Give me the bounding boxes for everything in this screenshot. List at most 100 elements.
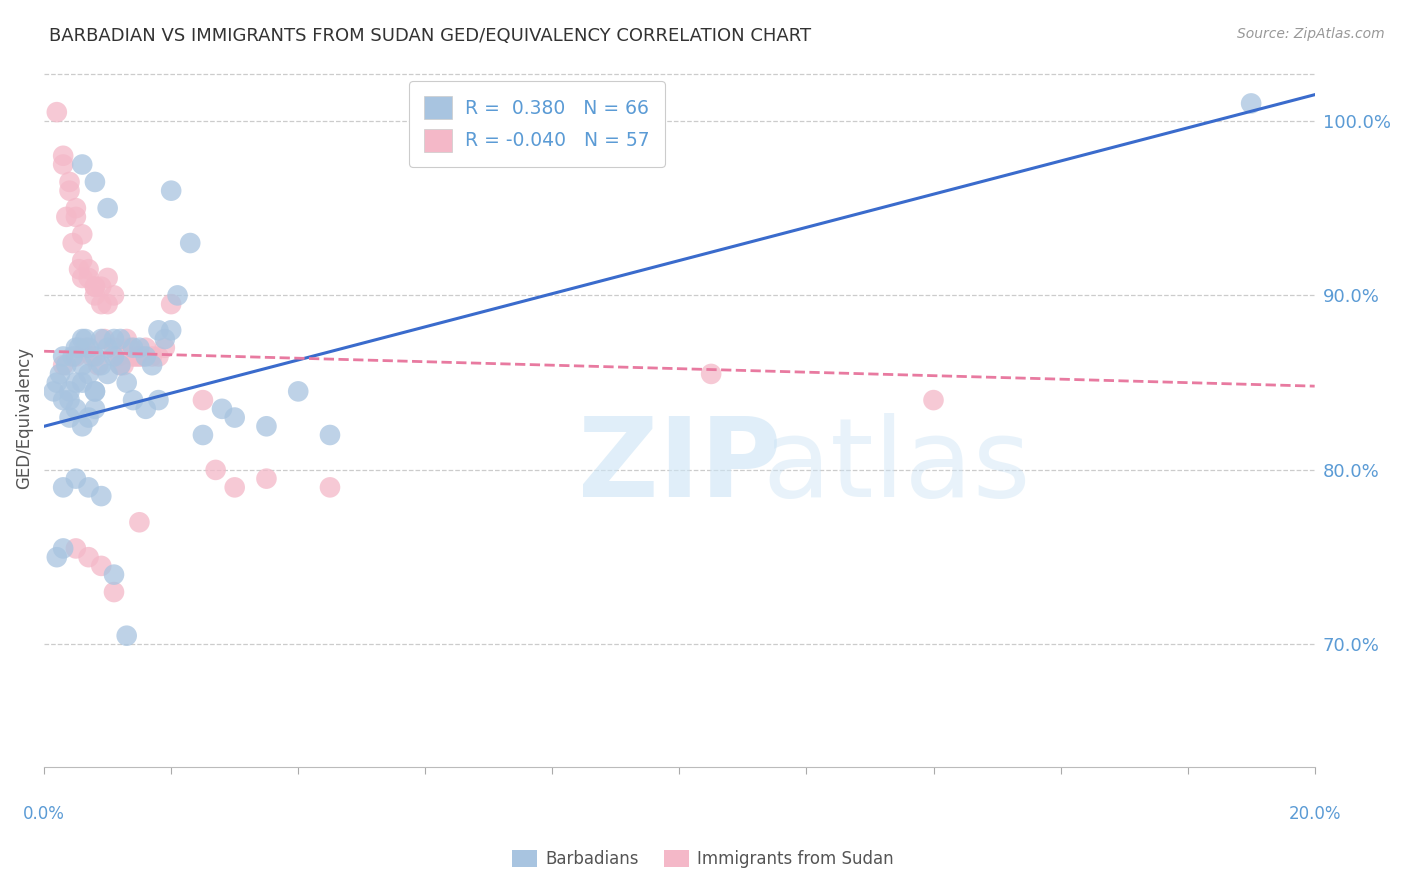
Point bbox=[319, 428, 342, 442]
Point bbox=[70, 332, 93, 346]
Point bbox=[131, 350, 153, 364]
Point bbox=[84, 279, 107, 293]
Point bbox=[115, 332, 138, 346]
Point bbox=[110, 350, 132, 364]
Point bbox=[67, 262, 90, 277]
Point bbox=[52, 393, 75, 408]
Text: ZIP: ZIP bbox=[578, 413, 782, 520]
Point bbox=[42, 384, 65, 399]
Point bbox=[65, 210, 87, 224]
Point bbox=[128, 516, 150, 530]
Point bbox=[122, 341, 145, 355]
Point bbox=[110, 358, 132, 372]
Point bbox=[110, 358, 132, 372]
Point bbox=[103, 567, 125, 582]
Point bbox=[70, 376, 93, 390]
Point bbox=[122, 393, 145, 408]
Point bbox=[70, 157, 93, 171]
Point bbox=[55, 210, 77, 224]
Point bbox=[84, 279, 107, 293]
Point bbox=[224, 480, 246, 494]
Point bbox=[65, 401, 87, 416]
Point bbox=[103, 350, 125, 364]
Point bbox=[118, 341, 141, 355]
Point bbox=[52, 157, 75, 171]
Point bbox=[153, 332, 176, 346]
Point bbox=[67, 341, 90, 355]
Point bbox=[65, 341, 87, 355]
Point bbox=[103, 341, 125, 355]
Text: atlas: atlas bbox=[762, 413, 1031, 520]
Point bbox=[77, 271, 100, 285]
Point bbox=[84, 401, 107, 416]
Point bbox=[65, 350, 87, 364]
Point bbox=[112, 358, 135, 372]
Point bbox=[58, 410, 80, 425]
Point bbox=[204, 463, 226, 477]
Point bbox=[45, 376, 67, 390]
Point bbox=[97, 201, 120, 215]
Point bbox=[90, 332, 112, 346]
Point bbox=[97, 297, 120, 311]
Point bbox=[141, 358, 163, 372]
Point bbox=[256, 419, 278, 434]
Point bbox=[105, 350, 128, 364]
Point bbox=[191, 393, 214, 408]
Point bbox=[62, 235, 84, 250]
Point bbox=[58, 393, 80, 408]
Point bbox=[135, 401, 157, 416]
Point bbox=[77, 341, 100, 355]
Point bbox=[148, 393, 170, 408]
Point bbox=[128, 341, 150, 355]
Point bbox=[93, 332, 115, 346]
Point bbox=[115, 376, 138, 390]
Point bbox=[84, 175, 107, 189]
Point bbox=[52, 358, 75, 372]
Point bbox=[77, 262, 100, 277]
Point bbox=[65, 376, 87, 390]
Point bbox=[65, 472, 87, 486]
Point bbox=[87, 358, 110, 372]
Point bbox=[58, 175, 80, 189]
Point bbox=[77, 410, 100, 425]
Text: Source: ZipAtlas.com: Source: ZipAtlas.com bbox=[1237, 27, 1385, 41]
Point bbox=[1240, 96, 1263, 111]
Text: BARBADIAN VS IMMIGRANTS FROM SUDAN GED/EQUIVALENCY CORRELATION CHART: BARBADIAN VS IMMIGRANTS FROM SUDAN GED/E… bbox=[49, 27, 811, 45]
Point bbox=[211, 401, 233, 416]
Point bbox=[75, 332, 97, 346]
Point bbox=[55, 358, 77, 372]
Point bbox=[52, 480, 75, 494]
Point bbox=[65, 541, 87, 556]
Point bbox=[191, 428, 214, 442]
Text: 0.0%: 0.0% bbox=[22, 805, 65, 823]
Point bbox=[49, 367, 72, 381]
Point bbox=[65, 201, 87, 215]
Point bbox=[141, 350, 163, 364]
Point bbox=[922, 393, 945, 408]
Point bbox=[70, 253, 93, 268]
Point bbox=[70, 271, 93, 285]
Point bbox=[125, 350, 148, 364]
Point bbox=[97, 271, 120, 285]
Point bbox=[90, 489, 112, 503]
Point bbox=[166, 288, 188, 302]
Point bbox=[90, 297, 112, 311]
Point bbox=[77, 367, 100, 381]
Point bbox=[103, 585, 125, 599]
Point bbox=[153, 341, 176, 355]
Point bbox=[70, 227, 93, 242]
Point bbox=[70, 358, 93, 372]
Point bbox=[148, 350, 170, 364]
Point bbox=[700, 367, 723, 381]
Point bbox=[287, 384, 309, 399]
Point bbox=[84, 384, 107, 399]
Point bbox=[84, 288, 107, 302]
Point bbox=[62, 350, 84, 364]
Point bbox=[52, 149, 75, 163]
Point bbox=[160, 323, 183, 337]
Legend: R =  0.380   N = 66, R = -0.040   N = 57: R = 0.380 N = 66, R = -0.040 N = 57 bbox=[409, 81, 665, 167]
Point bbox=[90, 358, 112, 372]
Point bbox=[58, 384, 80, 399]
Point bbox=[97, 367, 120, 381]
Point bbox=[148, 323, 170, 337]
